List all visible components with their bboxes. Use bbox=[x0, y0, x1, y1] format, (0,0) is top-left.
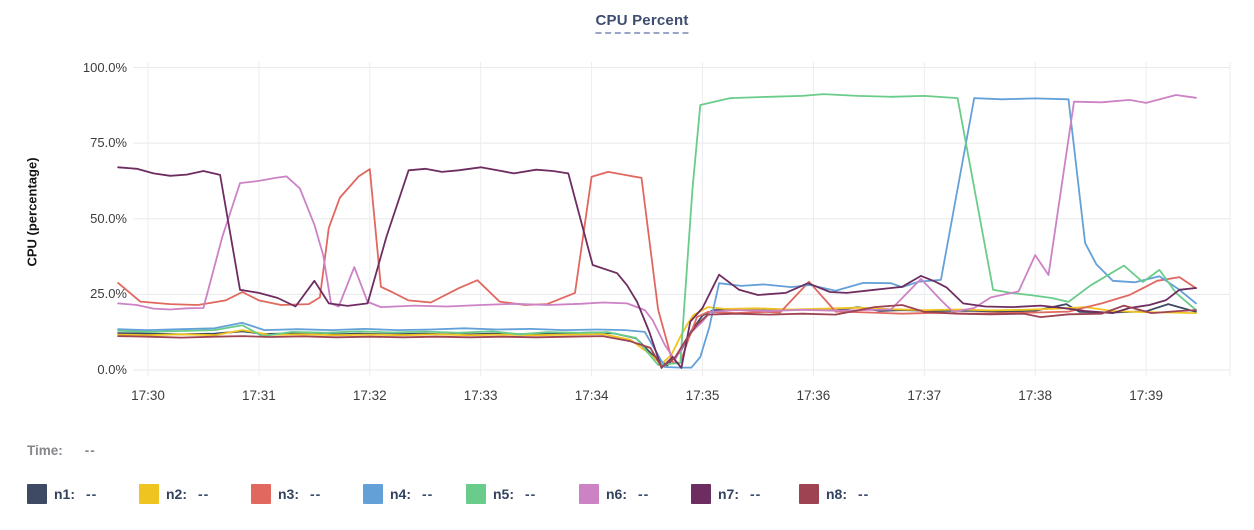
legend-series-name: n7: bbox=[718, 486, 739, 502]
time-readout: Time: -- bbox=[27, 443, 96, 458]
x-tick: 17:36 bbox=[796, 388, 831, 403]
series-line-n6 bbox=[117, 94, 1197, 361]
legend-item-n1[interactable]: n1: -- bbox=[27, 484, 97, 504]
legend-series-value: -- bbox=[525, 486, 537, 502]
series-line-n8 bbox=[117, 304, 1197, 368]
legend-series-name: n1: bbox=[54, 486, 75, 502]
legend-series-value: -- bbox=[750, 486, 762, 502]
y-tick: 100.0% bbox=[82, 59, 127, 75]
legend-item-n3[interactable]: n3: -- bbox=[251, 484, 321, 504]
y-tick: 75.0% bbox=[90, 135, 127, 151]
legend-swatch bbox=[27, 484, 47, 504]
legend-series-name: n5: bbox=[493, 486, 514, 502]
legend-item-n4[interactable]: n4: -- bbox=[363, 484, 433, 504]
legend-series-value: -- bbox=[198, 486, 210, 502]
x-tick: 17:35 bbox=[685, 388, 720, 403]
chart-title[interactable]: CPU Percent bbox=[595, 12, 689, 34]
legend-item-n5[interactable]: n5: -- bbox=[466, 484, 536, 504]
legend-swatch bbox=[799, 484, 819, 504]
legend-item-n7[interactable]: n7: -- bbox=[691, 484, 761, 504]
y-tick: 50.0% bbox=[90, 210, 127, 226]
series-line-n4 bbox=[117, 97, 1197, 369]
cpu-chart-svg[interactable] bbox=[0, 0, 1254, 420]
series-line-n2 bbox=[117, 306, 1197, 365]
legend-series-name: n8: bbox=[826, 486, 847, 502]
legend-series-value: -- bbox=[310, 486, 322, 502]
legend-swatch bbox=[363, 484, 383, 504]
y-tick: 25.0% bbox=[90, 286, 127, 302]
x-tick: 17:32 bbox=[352, 388, 387, 403]
legend-swatch bbox=[139, 484, 159, 504]
legend-series-value: -- bbox=[422, 486, 434, 502]
y-tick: 0.0% bbox=[97, 362, 127, 377]
legend-item-n8[interactable]: n8: -- bbox=[799, 484, 869, 504]
legend-item-n2[interactable]: n2: -- bbox=[139, 484, 209, 504]
legend-item-n6[interactable]: n6: -- bbox=[579, 484, 649, 504]
x-tick: 17:31 bbox=[241, 388, 276, 403]
legend-series-name: n2: bbox=[166, 486, 187, 502]
legend-series-value: -- bbox=[638, 486, 650, 502]
time-label: Time: bbox=[27, 443, 63, 458]
series-line-n5 bbox=[117, 93, 1197, 366]
x-tick: 17:33 bbox=[463, 388, 498, 403]
x-tick: 17:37 bbox=[907, 388, 942, 403]
legend-series-name: n6: bbox=[606, 486, 627, 502]
legend-swatch bbox=[579, 484, 599, 504]
legend-series-value: -- bbox=[858, 486, 870, 502]
x-tick: 17:34 bbox=[574, 388, 609, 403]
series-line-n7 bbox=[117, 166, 1197, 369]
x-tick: 17:39 bbox=[1129, 388, 1163, 403]
legend-series-name: n4: bbox=[390, 486, 411, 502]
legend-swatch bbox=[691, 484, 711, 504]
x-tick: 17:30 bbox=[131, 388, 165, 403]
legend: n1: -- n2: -- n3: -- n4: -- n5: -- n6: -… bbox=[0, 484, 1254, 510]
legend-swatch bbox=[466, 484, 486, 504]
x-tick: 17:38 bbox=[1018, 388, 1053, 403]
legend-series-value: -- bbox=[86, 486, 98, 502]
time-value: -- bbox=[84, 443, 96, 458]
legend-series-name: n3: bbox=[278, 486, 299, 502]
legend-swatch bbox=[251, 484, 271, 504]
